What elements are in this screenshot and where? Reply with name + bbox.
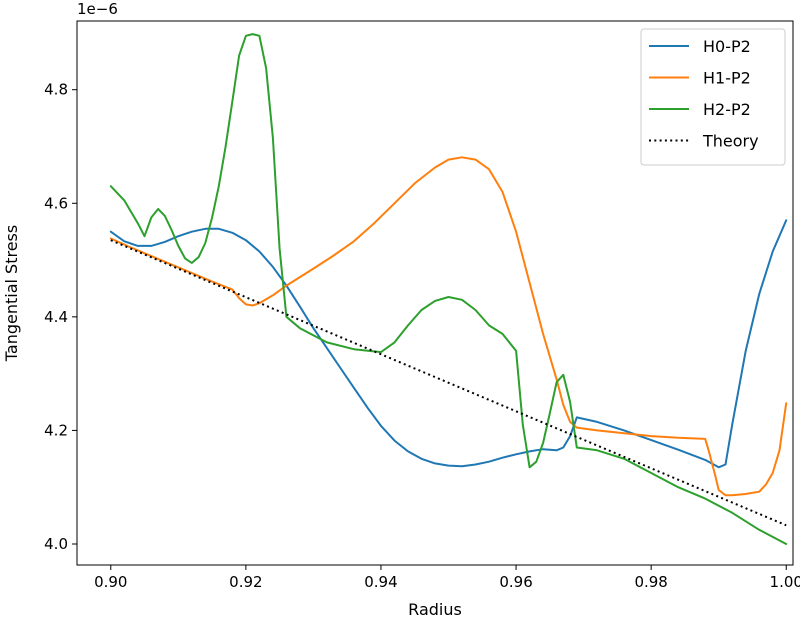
y-axis-ticks: 4.0 4.2 4.4 4.6 4.8 [44,81,77,553]
x-tick-label: 0.90 [94,573,127,591]
x-tick-label: 0.92 [229,573,262,591]
legend-label: H0-P2 [703,37,751,56]
y-offset-text: 1e−6 [77,0,118,18]
plot-area-frame [76,20,794,566]
y-tick-label: 4.8 [44,81,68,99]
legend-label: H1-P2 [703,69,751,88]
y-tick-label: 4.2 [44,421,68,439]
x-tick-label: 1.00 [770,573,800,591]
x-tick-label: 0.98 [634,573,667,591]
y-axis-label: Tangential Stress [2,225,21,362]
x-tick-label: 0.94 [364,573,397,591]
legend: H0-P2 H1-P2 H2-P2 Theory [640,28,786,166]
y-tick-label: 4.4 [44,308,68,326]
x-axis-ticks: 0.90 0.92 0.94 0.96 0.98 1.00 [94,565,800,591]
y-tick-label: 4.0 [44,535,68,553]
legend-box [640,28,786,166]
legend-label: Theory [702,132,759,151]
x-axis-label: Radius [408,600,462,617]
y-tick-label: 4.6 [44,194,68,212]
legend-label: H2-P2 [703,100,751,119]
series-layer [109,33,788,545]
series-line-theory [110,239,787,527]
series-line-h2-p2 [109,33,788,545]
series-line-h0-p2 [109,219,788,469]
series-line-h1-p2 [109,156,788,497]
x-tick-label: 0.96 [499,573,532,591]
